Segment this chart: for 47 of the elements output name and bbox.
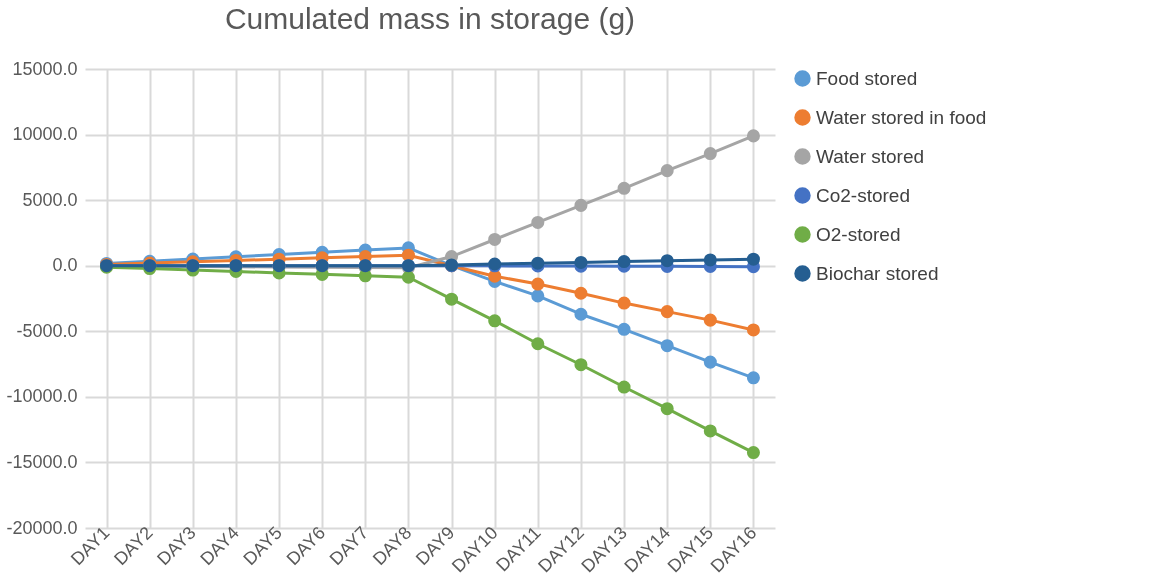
point [746,446,760,460]
y-tick-label: 10000.0 [12,124,78,145]
point [660,254,674,268]
point [488,232,502,246]
point [531,337,545,351]
point [746,371,760,385]
point [617,380,631,394]
chart-title: Cumulated mass in storage (g) [224,2,636,35]
legend-label: Food stored [816,67,918,89]
point [401,270,415,284]
y-tick-label: 0.0 [52,255,78,276]
y-tick-label: 15000.0 [12,58,78,79]
legend-label: Water stored [816,145,925,167]
point [703,424,717,438]
y-tick-label: 5000.0 [22,189,78,210]
point [660,402,674,416]
legend-label: Co2-stored [816,184,910,206]
point [746,129,760,143]
point [746,252,760,266]
point [703,147,717,161]
point [574,286,588,300]
point [703,253,717,267]
point [574,358,588,372]
point [531,289,545,303]
point [574,198,588,212]
point [660,305,674,319]
point [660,339,674,353]
point [531,277,545,291]
point [703,313,717,327]
point [617,322,631,336]
point [703,355,717,369]
point [617,181,631,195]
point [574,255,588,269]
point [488,314,502,328]
point [617,255,631,269]
point [531,215,545,229]
y-tick-label: -15000.0 [6,451,78,472]
legend-label: Biochar stored [816,262,939,284]
point [746,323,760,337]
point [445,292,459,306]
point [574,307,588,321]
legend-label: O2-stored [816,223,901,245]
y-tick-label: -10000.0 [6,386,78,407]
point [617,296,631,310]
legend-label: Water stored in food [816,106,987,128]
y-tick-label: -5000.0 [16,320,78,341]
point [660,164,674,178]
